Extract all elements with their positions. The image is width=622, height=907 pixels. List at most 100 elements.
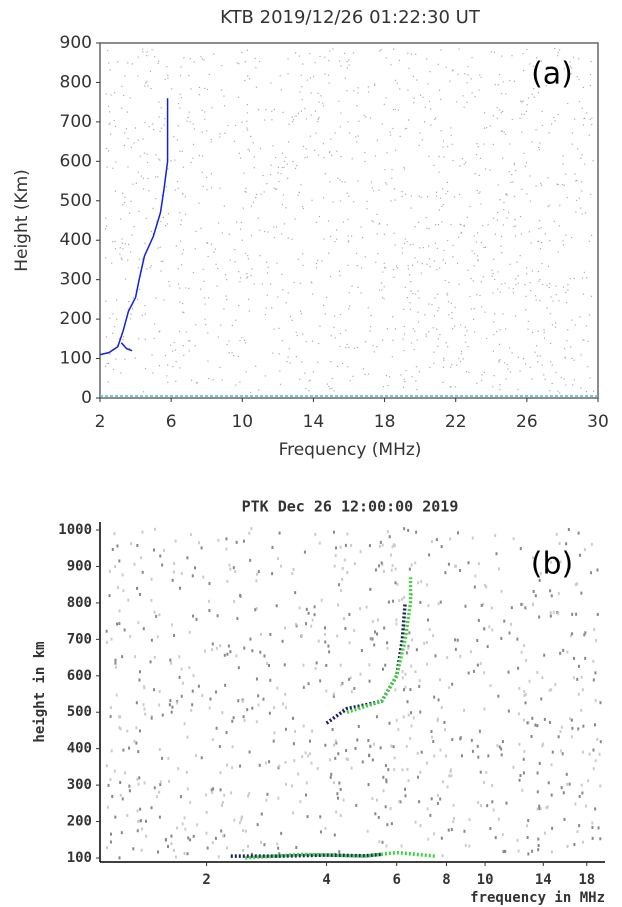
noise-dot [109, 840, 112, 844]
noise-dot [583, 548, 586, 552]
noise-dot [349, 305, 351, 307]
noise-dot [219, 187, 221, 189]
noise-dot [586, 112, 588, 114]
noise-dot [307, 611, 310, 615]
noise-dot [386, 823, 389, 827]
noise-dot [518, 778, 521, 782]
noise-dot [460, 231, 463, 233]
noise-dot [474, 331, 476, 333]
noise-dot [549, 313, 551, 315]
noise-dot [189, 533, 192, 537]
noise-dot [572, 676, 575, 680]
noise-dot [138, 258, 140, 260]
noise-dot [205, 323, 207, 326]
noise-dot [442, 204, 444, 206]
noise-dot [487, 224, 489, 226]
noise-dot [588, 314, 591, 316]
noise-dot [403, 688, 406, 692]
noise-dot [221, 801, 224, 805]
noise-dot [407, 713, 410, 717]
noise-dot [268, 760, 271, 764]
noise-dot [576, 179, 578, 182]
noise-dot [572, 56, 575, 58]
noise-dot [251, 268, 253, 270]
noise-dot [324, 626, 327, 630]
noise-dot [582, 339, 584, 341]
noise-dot [240, 818, 243, 822]
noise-dot [564, 357, 567, 359]
noise-dot [393, 544, 396, 548]
noise-dot [157, 850, 160, 854]
noise-dot [149, 266, 151, 269]
noise-dot [590, 295, 593, 297]
noise-dot [163, 124, 165, 126]
noise-dot [566, 844, 569, 848]
noise-dot [520, 100, 522, 102]
noise-dot [558, 541, 561, 545]
noise-dot [124, 243, 126, 245]
noise-dot [427, 604, 430, 608]
noise-dot [124, 278, 127, 280]
noise-dot [364, 151, 366, 154]
noise-dot [146, 51, 148, 53]
noise-dot [474, 95, 476, 98]
noise-dot [281, 152, 284, 154]
noise-dot [159, 159, 161, 161]
noise-dot [160, 127, 163, 129]
noise-dot [111, 332, 114, 334]
noise-dot [394, 79, 397, 81]
noise-dot [498, 745, 501, 749]
noise-dot [430, 730, 433, 734]
noise-dot [159, 130, 161, 132]
noise-dot [500, 235, 503, 238]
noise-dot [300, 74, 302, 76]
noise-dot [477, 259, 479, 261]
noise-dot [334, 337, 336, 339]
noise-dot [353, 90, 355, 92]
noise-dot [305, 387, 307, 390]
noise-dot [533, 96, 535, 98]
noise-dot [374, 568, 377, 572]
noise-dot [141, 570, 144, 574]
noise-dot [223, 308, 225, 310]
noise-dot [335, 810, 338, 814]
noise-dot [297, 112, 300, 114]
noise-dot [558, 300, 560, 302]
noise-dot [534, 351, 536, 353]
noise-dot [339, 179, 341, 181]
noise-dot [451, 70, 454, 72]
noise-dot [395, 718, 398, 722]
noise-dot [566, 196, 568, 199]
noise-dot [418, 679, 421, 683]
noise-dot [555, 326, 557, 328]
noise-dot [158, 747, 161, 751]
noise-dot [552, 300, 554, 302]
noise-dot [436, 328, 438, 330]
noise-dot [347, 240, 349, 242]
noise-dot [447, 301, 450, 303]
noise-dot [112, 241, 114, 243]
noise-dot [401, 195, 403, 198]
noise-dot [231, 352, 233, 354]
noise-dot [160, 107, 162, 109]
noise-dot [482, 602, 485, 606]
noise-dot [356, 738, 359, 742]
y-tick-label: 900 [60, 33, 92, 53]
noise-dot [589, 377, 591, 379]
noise-dot [568, 782, 571, 786]
noise-dot [418, 195, 420, 197]
noise-dot [195, 324, 197, 326]
noise-dot [173, 341, 175, 344]
noise-dot [512, 181, 514, 183]
noise-dot [105, 640, 108, 644]
noise-dot [148, 126, 150, 128]
noise-dot [562, 163, 564, 165]
noise-dot [312, 371, 314, 373]
noise-dot [317, 154, 320, 156]
noise-dot [405, 369, 407, 372]
noise-dot [291, 319, 293, 321]
noise-dot [263, 230, 266, 233]
noise-dot [153, 655, 156, 659]
noise-dot [152, 372, 154, 374]
noise-dot [334, 756, 337, 760]
